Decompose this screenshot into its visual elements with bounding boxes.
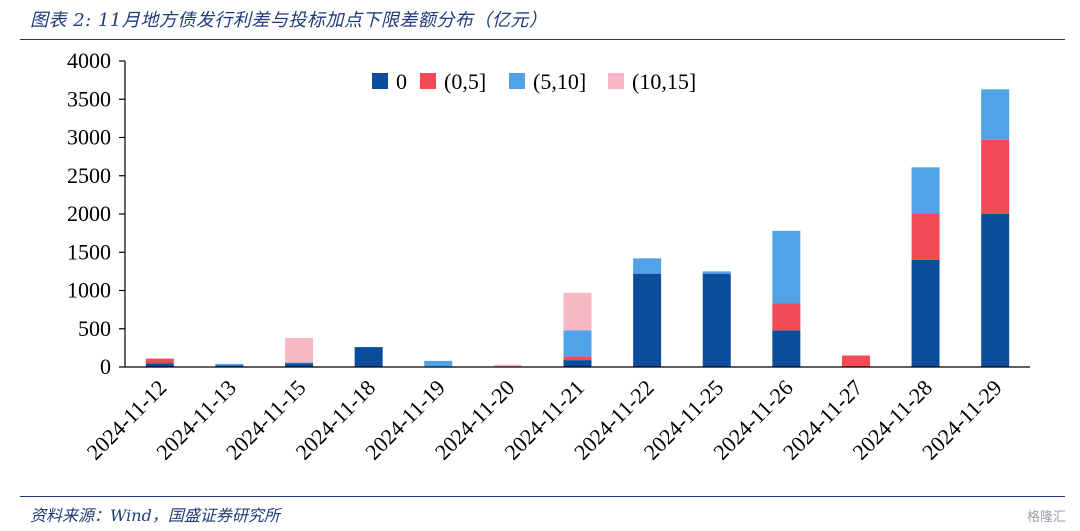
bar-segment xyxy=(563,356,592,361)
y-tick-label: 4000 xyxy=(67,48,111,73)
bar-segment xyxy=(772,330,801,367)
title-rule xyxy=(20,39,1065,40)
bar-segment xyxy=(981,214,1010,367)
bar-segment xyxy=(911,259,940,367)
bar-segment xyxy=(215,365,244,367)
x-axis: 2024-11-122024-11-132024-11-152024-11-18… xyxy=(82,366,1030,465)
y-tick-label: 3500 xyxy=(67,86,111,111)
bar-segment xyxy=(772,230,801,304)
bar-segment xyxy=(215,363,244,366)
bar-segment xyxy=(563,330,592,357)
figure-title: 图表 2: 11月地方债发行利差与投标加点下限差额分布（亿元） xyxy=(30,10,548,31)
bar-segment xyxy=(633,273,662,367)
bar-segment xyxy=(841,355,870,367)
y-tick-label: 3000 xyxy=(67,125,111,150)
y-tick-label: 2500 xyxy=(67,163,111,188)
bar-segment xyxy=(981,139,1010,214)
legend-label: (10,15] xyxy=(632,69,696,94)
bar-segment xyxy=(563,360,592,367)
bar-segment xyxy=(911,214,940,260)
legend: 0 (0,5] (5,10] (10,15] xyxy=(372,69,696,94)
bar-segment xyxy=(493,364,522,367)
watermark-logo: 格隆汇 xyxy=(1026,510,1066,525)
y-tick-label: 0 xyxy=(100,354,111,379)
legend-swatch xyxy=(372,73,388,89)
bar-segment xyxy=(911,167,940,214)
bar-segment xyxy=(285,362,314,364)
bar-segment xyxy=(772,303,801,331)
y-tick-label: 2000 xyxy=(67,201,111,226)
bar-segment xyxy=(285,363,314,367)
bars xyxy=(145,89,1010,367)
legend-swatch xyxy=(608,73,624,89)
legend-swatch xyxy=(420,73,436,89)
bar-segment xyxy=(145,358,174,364)
bar-segment xyxy=(563,292,592,331)
bar-segment xyxy=(702,271,731,274)
y-tick-label: 500 xyxy=(78,316,111,341)
bar-segment xyxy=(285,337,314,363)
legend-label: 0 xyxy=(396,69,407,94)
bar-segment xyxy=(424,360,453,367)
y-axis: 0 500 1000 1500 2000 2500 3000 3500 4000 xyxy=(67,48,126,379)
bar-segment xyxy=(633,258,662,274)
bar-segment xyxy=(354,347,383,367)
bar-segment xyxy=(702,273,731,367)
y-tick-label: 1500 xyxy=(67,239,111,264)
source-rule xyxy=(20,496,1065,497)
bar-segment xyxy=(145,363,174,367)
stacked-bar-chart: 0 500 1000 1500 2000 2500 3000 3500 4000 2024-11… xyxy=(67,48,1030,465)
legend-label: (0,5] xyxy=(444,69,486,94)
legend-label: (5,10] xyxy=(533,69,586,94)
legend-swatch xyxy=(509,73,525,89)
source-note: 资料来源：Wind，国盛证券研究所 xyxy=(30,506,280,525)
bar-segment xyxy=(981,89,1010,140)
y-tick-label: 1000 xyxy=(67,278,111,303)
